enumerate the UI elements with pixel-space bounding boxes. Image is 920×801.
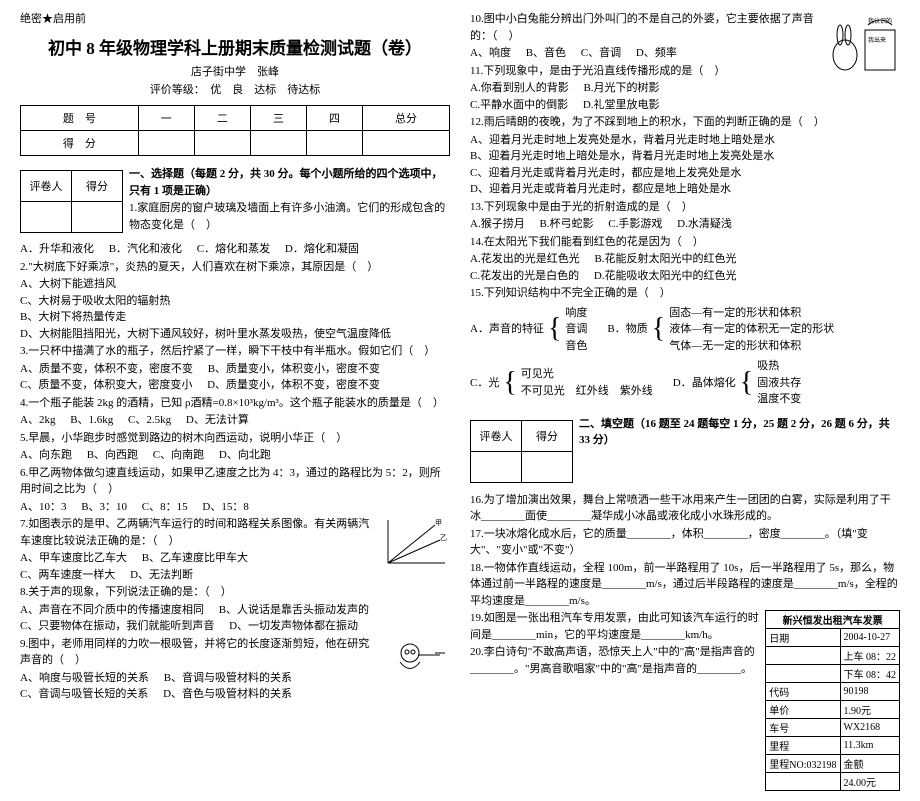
- graph-illustration: 甲 乙: [380, 515, 450, 570]
- score-label: 得分: [72, 171, 123, 202]
- q11-opts: A.你看到别人的背影 B.月光下的树影 C.平静水面中的倒影 D.礼堂里放电影: [470, 80, 900, 113]
- score-table: 题 号 一 二 三 四 总分 得 分: [20, 105, 450, 156]
- q15-D: D．晶体熔化{ 吸热 固液共存 温度不变: [673, 358, 801, 408]
- svg-text:甲: 甲: [435, 519, 442, 527]
- q5-text: 5.早晨，小华跑步时感觉到路边的树木向西运动，说明小华正（ ）: [20, 430, 450, 447]
- q12-opts: A、迎着月光走时地上发亮处是水，背着月光走时地上暗处是水 B、迎着月光走时地上暗…: [470, 132, 900, 198]
- q4-opts: A、2kg B、1.6kg C、2.5kg D、无法计算: [20, 412, 450, 429]
- q13-opts: A.猴子捞月 B.杯弓蛇影 C.手影游戏 D.水清疑浅: [470, 216, 900, 233]
- q14-text: 14.在太阳光下我们能看到红色的花是因为（ ）: [470, 234, 900, 251]
- score-h3: 三: [250, 106, 306, 131]
- q15-A: A．声音的特征{ 响度 音调 音色: [470, 305, 587, 355]
- q15-text: 15.下列知识结构中不完全正确的是（ ）: [470, 285, 900, 302]
- q8-text: 8.关于声的现象，下列说法正确的是：（ ）: [20, 584, 450, 601]
- q3-opts: A、质量不变，体积不变，密度不变 B、质量变小，体积变小，密度不变 C、质量不变…: [20, 361, 450, 394]
- rabbit-illustration: 我认识的 我出来: [820, 10, 900, 80]
- q2-opts: A、大树下能遮挡风 C、大树易于吸收太阳的辐射热 B、大树下将热量传走 D、大树…: [20, 276, 450, 342]
- taxi-invoice: 新兴恒发出租汽车发票 日期2004-10-27 上车 08：22 下车 08：4…: [765, 610, 900, 791]
- scorer-box-2: 评卷人 得分: [470, 420, 573, 483]
- scorer-label: 评卷人: [21, 171, 72, 202]
- q18-text: 18.一物体作直线运动，全程 100m，前一半路程用了 10s，后一半路程用了 …: [470, 560, 900, 610]
- q2-text: 2."大树底下好乘凉"，炎热的夏天，人们喜欢在树下乘凉，其原因是（ ）: [20, 259, 450, 276]
- school-author: 店子街中学 张峰: [20, 63, 450, 79]
- q15-C: C．光{ 可见光 不可见光 红外线 紫外线: [470, 358, 653, 408]
- q6-text: 6.甲乙两物体做匀速直线运动，如果甲乙速度之比为 4：3，通过的路程比为 5：2…: [20, 465, 450, 498]
- rating-line: 评价等级： 优 良 达标 待达标: [20, 81, 450, 97]
- svg-text:乙: 乙: [440, 534, 447, 542]
- score-h5: 总分: [363, 106, 450, 131]
- svg-text:我出来: 我出来: [868, 36, 886, 44]
- q8-opts: A、声音在不同介质中的传播速度相同 B、人说话是靠舌头振动发声的 C、只要物体在…: [20, 602, 450, 635]
- q14-opts: A.花发出的光是红色光 B.花能反射太阳光中的红色光 C.花发出的光是白色的 D…: [470, 251, 900, 284]
- q15-B: B．物质{ 固态—有一定的形状和体积 液体—有一定的体积无一定的形状 气体—无一…: [607, 305, 834, 355]
- score-h0: 题 号: [21, 106, 139, 131]
- q5-opts: A、向东跑 B、向西跑 C、向南跑 D、向北跑: [20, 447, 450, 464]
- q6-opts: A、10：3 B、3：10 C、8：15 D、15：8: [20, 499, 450, 516]
- confidential-label: 绝密★启用前: [20, 10, 450, 26]
- score-h2: 二: [194, 106, 250, 131]
- score-h1: 一: [138, 106, 194, 131]
- q3-text: 3.一只杯中描满了水的瓶子，然后拧紧了一样，瞬下干枝中有半瓶水。假如它们（ ）: [20, 343, 450, 360]
- score-h4: 四: [306, 106, 362, 131]
- q4-text: 4.一个瓶子能装 2kg 的酒精，已知 ρ酒精=0.8×10³kg/m³。这个瓶…: [20, 395, 450, 412]
- q12-text: 12.雨后晴朗的夜晚，为了不踩到地上的积水，下面的判断正确的是（ ）: [470, 114, 900, 131]
- q13-text: 13.下列现象中是由于光的折射造成的是（ ）: [470, 199, 900, 216]
- svg-text:我认识的: 我认识的: [868, 17, 892, 25]
- teacher-illustration: [380, 635, 450, 690]
- q17-text: 17.一块冰熔化成水后，它的质量________，体积________，密度__…: [470, 526, 900, 559]
- score-r0: 得 分: [21, 131, 139, 156]
- q16-text: 16.为了增加演出效果，舞台上常喷洒一些干冰用来产生一团团的白雾，实际是利用了干…: [470, 492, 900, 525]
- exam-title: 初中 8 年级物理学科上册期末质量检测试题（卷）: [20, 34, 450, 59]
- q1-opts: A．升华和液化 B．汽化和液化 C．熔化和蒸发 D．熔化和凝固: [20, 241, 450, 258]
- scorer-box-1: 评卷人 得分: [20, 170, 123, 233]
